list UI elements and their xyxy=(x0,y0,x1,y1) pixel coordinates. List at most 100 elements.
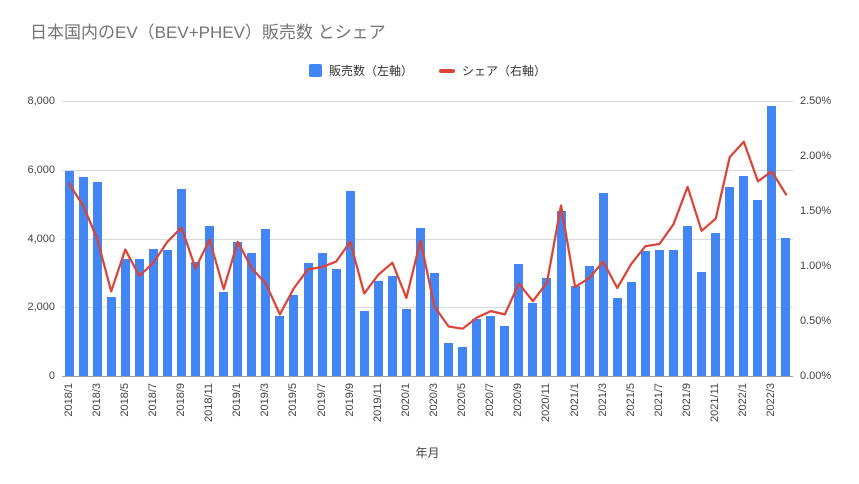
bar-2018/3[interactable] xyxy=(92,182,102,376)
bar-2018/2[interactable] xyxy=(78,176,88,376)
bar-2018/6[interactable] xyxy=(134,259,144,376)
bar-2021/12[interactable] xyxy=(725,187,735,376)
bar-2020/7[interactable] xyxy=(486,315,496,376)
x-axis-tick-label-2018/7: 2018/7 xyxy=(146,383,159,417)
right-axis-tick-label: 0.00% xyxy=(800,370,832,382)
bar-2021/9[interactable] xyxy=(683,226,693,376)
bar-2020/11[interactable] xyxy=(542,278,552,376)
bar-2022/1[interactable] xyxy=(739,176,749,376)
bar-2019/9[interactable] xyxy=(345,191,355,376)
x-axis-tick-label-2020/5: 2020/5 xyxy=(456,383,469,417)
x-axis-baseline xyxy=(62,376,793,377)
bar-2021/2[interactable] xyxy=(584,266,594,376)
bar-2019/2[interactable] xyxy=(247,253,257,376)
x-axis-tick-label-2021/5: 2021/5 xyxy=(624,383,637,417)
bar-2021/3[interactable] xyxy=(598,192,608,376)
x-axis-tick-label-2019/7: 2019/7 xyxy=(315,383,328,417)
bar-2021/10[interactable] xyxy=(697,271,707,376)
gridline xyxy=(62,170,793,171)
x-axis-tick-label-2020/9: 2020/9 xyxy=(512,383,525,417)
bar-2019/8[interactable] xyxy=(331,269,341,376)
x-axis-tick-label-2021/3: 2021/3 xyxy=(596,383,609,417)
x-axis-tick-label-2018/11: 2018/11 xyxy=(203,383,216,422)
bar-2018/4[interactable] xyxy=(106,296,116,376)
right-axis-tick-label: 1.50% xyxy=(800,205,832,217)
share-line-plot xyxy=(67,140,788,330)
x-axis-tick-label-2020/3: 2020/3 xyxy=(428,383,441,417)
bar-2020/3[interactable] xyxy=(430,272,440,376)
legend-item-share[interactable]: シェア（右軸） xyxy=(439,62,546,79)
legend: 販売数（左軸） シェア（右軸） xyxy=(62,62,793,79)
bar-2020/8[interactable] xyxy=(500,325,510,376)
bar-2020/4[interactable] xyxy=(444,343,454,376)
bar-2020/6[interactable] xyxy=(472,318,482,376)
x-axis-tick-label-2018/1: 2018/1 xyxy=(62,383,75,417)
legend-swatch-square-icon xyxy=(308,64,322,77)
bar-2019/12[interactable] xyxy=(387,275,397,376)
x-axis-tick-label-2021/11: 2021/11 xyxy=(709,383,722,422)
bar-2019/11[interactable] xyxy=(373,281,383,376)
x-axis-tick-label-2018/9: 2018/9 xyxy=(174,383,187,417)
bar-2018/9[interactable] xyxy=(176,189,186,376)
bar-2019/1[interactable] xyxy=(233,241,243,376)
legend-item-sales[interactable]: 販売数（左軸） xyxy=(308,62,413,79)
bar-2021/1[interactable] xyxy=(570,285,580,376)
bar-2021/5[interactable] xyxy=(626,282,636,376)
x-axis-tick-label-2019/3: 2019/3 xyxy=(259,383,272,417)
bar-2018/12[interactable] xyxy=(219,291,229,376)
left-axis-tick-label: 8,000 xyxy=(27,95,55,107)
bar-2022/2[interactable] xyxy=(753,200,763,376)
gridline xyxy=(62,101,793,102)
bar-2020/10[interactable] xyxy=(528,303,538,376)
legend-label-share: シェア（右軸） xyxy=(462,64,547,78)
bar-2019/10[interactable] xyxy=(359,311,369,376)
left-axis-tick-label: 6,000 xyxy=(27,163,55,176)
bar-2021/7[interactable] xyxy=(654,250,664,376)
bar-2019/6[interactable] xyxy=(303,263,313,376)
gridline xyxy=(62,307,793,308)
right-axis-tick-label: 2.50% xyxy=(800,95,832,107)
x-axis-tick-label-2022/3: 2022/3 xyxy=(765,383,778,417)
bar-2019/5[interactable] xyxy=(289,295,299,376)
bar-2018/7[interactable] xyxy=(148,248,158,376)
bar-2019/7[interactable] xyxy=(317,253,327,376)
x-axis-tick-label-2020/11: 2020/11 xyxy=(540,383,553,422)
bar-2020/12[interactable] xyxy=(556,211,566,376)
right-axis-tick-label: 1.00% xyxy=(800,260,832,272)
x-axis-tick-label-2021/9: 2021/9 xyxy=(681,383,694,417)
bar-2018/11[interactable] xyxy=(205,226,215,376)
bar-2018/1[interactable] xyxy=(64,171,74,376)
x-axis-tick-label-2019/9: 2019/9 xyxy=(343,383,356,417)
bar-2021/4[interactable] xyxy=(612,298,622,376)
bar-2019/3[interactable] xyxy=(261,228,271,376)
bar-2022/4[interactable] xyxy=(781,237,791,376)
bar-2018/5[interactable] xyxy=(120,258,130,376)
x-axis-tick-label-2021/1: 2021/1 xyxy=(568,383,581,417)
x-axis-tick-label-2022/1: 2022/1 xyxy=(737,383,750,417)
bar-2020/1[interactable] xyxy=(401,308,411,376)
bar-2018/8[interactable] xyxy=(162,249,172,376)
bar-2020/5[interactable] xyxy=(458,346,468,376)
legend-label-sales: 販売数（左軸） xyxy=(328,64,413,78)
x-axis-tick-label-2020/1: 2020/1 xyxy=(399,383,412,417)
bar-2019/4[interactable] xyxy=(275,315,285,376)
right-axis-tick-label: 0.50% xyxy=(800,315,832,327)
chart-title: 日本国内のEV（BEV+PHEV）販売数 とシェア xyxy=(30,23,386,42)
left-axis-tick-label: 2,000 xyxy=(27,301,55,314)
bar-2021/11[interactable] xyxy=(711,232,721,376)
x-axis-tick-label-2021/7: 2021/7 xyxy=(652,383,665,417)
bar-2020/2[interactable] xyxy=(415,228,425,376)
bar-2022/3[interactable] xyxy=(767,105,777,376)
bar-2021/6[interactable] xyxy=(640,250,650,376)
x-axis-title: 年月 xyxy=(415,446,440,460)
bar-2021/8[interactable] xyxy=(669,250,678,376)
x-axis-tick-label-2020/7: 2020/7 xyxy=(484,383,497,417)
x-axis-tick-label-2019/1: 2019/1 xyxy=(231,383,244,417)
bar-2020/9[interactable] xyxy=(514,264,524,376)
bar-2018/10[interactable] xyxy=(191,261,201,376)
x-axis-tick-label-2018/5: 2018/5 xyxy=(118,383,131,417)
right-axis-tick-label: 2.00% xyxy=(800,150,832,162)
share-line[interactable] xyxy=(67,140,788,330)
x-axis-tick-label-2019/11: 2019/11 xyxy=(371,383,384,422)
